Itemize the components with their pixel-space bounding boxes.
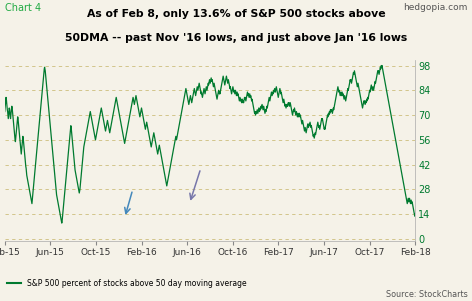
Text: As of Feb 8, only 13.6% of S&P 500 stocks above: As of Feb 8, only 13.6% of S&P 500 stock… bbox=[87, 9, 385, 19]
Legend: S&P 500 percent of stocks above 50 day moving average: S&P 500 percent of stocks above 50 day m… bbox=[4, 276, 250, 291]
Text: Source: StockCharts: Source: StockCharts bbox=[386, 290, 467, 299]
Text: hedgopia.com: hedgopia.com bbox=[403, 3, 467, 12]
Text: Chart 4: Chart 4 bbox=[5, 3, 41, 13]
Text: 50DMA -- past Nov '16 lows, and just above Jan '16 lows: 50DMA -- past Nov '16 lows, and just abo… bbox=[65, 33, 407, 43]
